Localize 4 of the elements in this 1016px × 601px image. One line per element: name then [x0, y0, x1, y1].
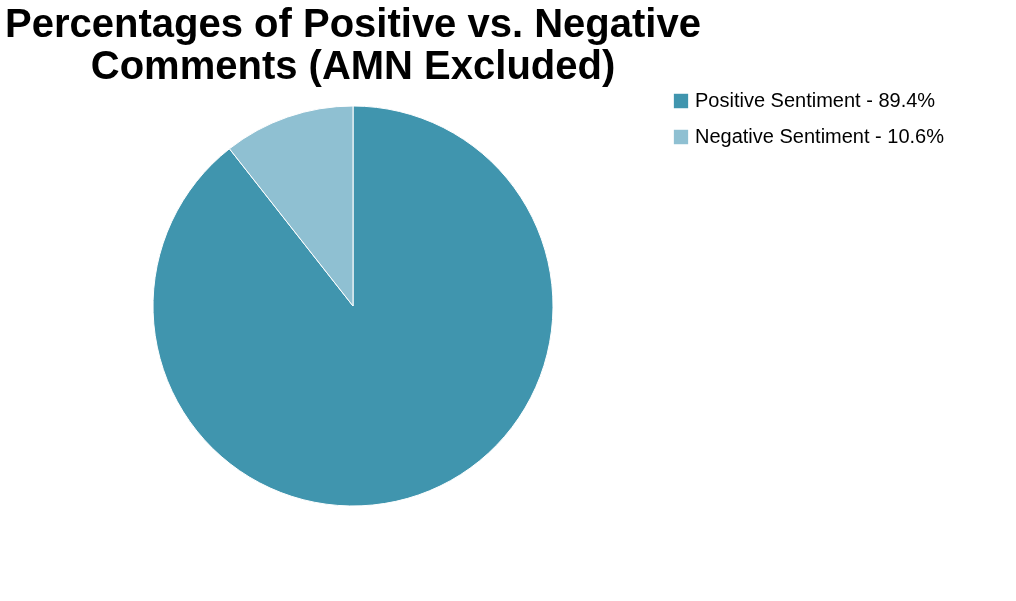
pie-slice	[152, 105, 554, 507]
legend-label: Positive Sentiment - 89.4%	[695, 89, 936, 111]
chart-title: Percentages of Positive vs. Negative Comments (AMN Excluded)	[5, 1, 701, 87]
legend-label: Negative Sentiment - 10.6%	[695, 125, 945, 147]
